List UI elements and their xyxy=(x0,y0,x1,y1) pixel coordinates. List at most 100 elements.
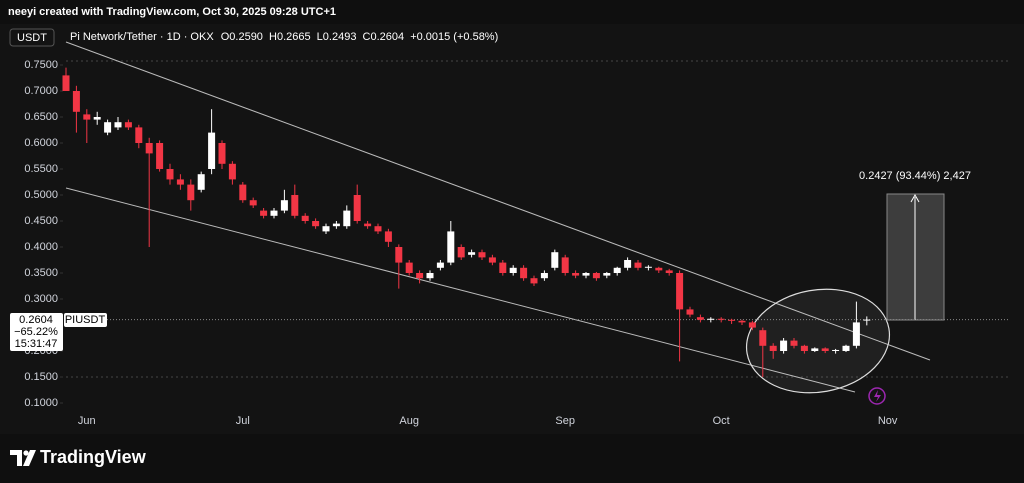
candle-body xyxy=(416,273,424,279)
y-tick-label: 0.3000 xyxy=(24,293,58,305)
channel-upper[interactable] xyxy=(65,41,931,361)
candle-body xyxy=(436,262,444,268)
candle-body xyxy=(842,345,850,351)
candle-body xyxy=(114,122,122,128)
candle-body xyxy=(852,322,860,346)
ticker: PIUSDT xyxy=(65,314,106,326)
ohlc-value: 0.2604 xyxy=(370,31,404,43)
candle-body xyxy=(717,318,725,320)
candle-body xyxy=(551,252,559,268)
candle-body xyxy=(176,179,184,185)
candle-body xyxy=(218,143,226,164)
last-price: 0.2604 xyxy=(19,314,53,326)
ohlc-key: C xyxy=(363,31,371,43)
candle-body xyxy=(832,349,840,351)
candle-body xyxy=(249,200,257,206)
x-tick-label: Oct xyxy=(713,415,730,427)
candle-body xyxy=(603,273,611,276)
y-tick-label: 0.3500 xyxy=(24,267,58,279)
ticker-box xyxy=(64,313,107,327)
price-box xyxy=(10,313,63,351)
candle-body xyxy=(457,247,465,258)
candle-body xyxy=(364,223,372,227)
candle-body xyxy=(780,340,788,351)
candle-body xyxy=(728,319,736,321)
candle-body xyxy=(405,262,413,273)
candle-body xyxy=(530,278,538,284)
candle-body xyxy=(561,257,569,273)
candle-body xyxy=(686,309,694,315)
candle-body xyxy=(208,132,216,169)
measure-arrowhead xyxy=(910,193,920,203)
change: +0.0015 (+0.58%) xyxy=(410,31,498,43)
logo-part xyxy=(23,450,36,466)
candle-body xyxy=(863,319,871,321)
candle-body xyxy=(811,348,819,351)
candle-body xyxy=(592,273,600,279)
candle-body xyxy=(644,266,652,268)
candle-body xyxy=(655,267,663,271)
currency-box[interactable] xyxy=(9,28,55,47)
candle-body xyxy=(738,320,746,323)
currency[interactable]: USDT xyxy=(17,32,47,44)
candle-body xyxy=(499,262,507,273)
candle-body xyxy=(800,345,808,351)
candle-body xyxy=(624,260,632,268)
candle-body xyxy=(676,273,684,310)
candle-body xyxy=(62,75,70,91)
y-tick-label: 0.1000 xyxy=(24,397,58,409)
candle-body xyxy=(156,143,164,169)
candle-body xyxy=(301,215,309,221)
candle-body xyxy=(260,210,268,216)
legend-line: Pi Network/Tether · 1D · OKX O0.2590 H0.… xyxy=(70,31,498,43)
highlight-ellipse[interactable] xyxy=(738,278,898,403)
candle-body xyxy=(93,117,101,120)
candle-body xyxy=(520,267,528,279)
x-tick-label: Jun xyxy=(78,415,96,427)
brand: TradingView xyxy=(40,447,147,467)
credit: neeyi created with TradingView.com, Oct … xyxy=(8,6,336,18)
event-icon[interactable] xyxy=(868,387,886,405)
candle-body xyxy=(135,127,143,143)
candle-body xyxy=(280,200,288,211)
x-tick-label: Nov xyxy=(878,415,898,427)
candle-body xyxy=(187,184,195,201)
candle-body xyxy=(769,345,777,351)
channel-lower[interactable] xyxy=(65,187,856,393)
candle-body xyxy=(228,163,236,180)
measure-label: 0.2427 (93.44%) 2,427 xyxy=(859,170,971,182)
y-tick-label: 0.7500 xyxy=(24,59,58,71)
x-tick-label: Aug xyxy=(399,415,419,427)
ohlc-value: 0.2665 xyxy=(277,31,311,43)
candle-body xyxy=(572,273,580,276)
candle-body xyxy=(124,122,132,128)
logo-part xyxy=(23,450,29,456)
candle-body xyxy=(72,91,80,112)
candle-body xyxy=(759,330,767,346)
y-tick-label: 0.7000 xyxy=(24,85,58,97)
y-tick-label: 0.5000 xyxy=(24,189,58,201)
logo-part xyxy=(10,450,22,466)
candle-body xyxy=(665,270,673,273)
candle-body xyxy=(540,273,548,279)
candle-body xyxy=(322,226,330,232)
candle-body xyxy=(395,247,403,263)
ohlc-key: H xyxy=(269,31,277,43)
candle-body xyxy=(270,210,278,216)
countdown: 15:31:47 xyxy=(15,338,58,350)
y-tick-label: 0.1500 xyxy=(24,371,58,383)
candle-body xyxy=(343,210,351,227)
symbol: Pi Network/Tether · 1D · OKX xyxy=(70,31,214,43)
candle-body xyxy=(447,231,455,263)
price-tag: 0.2604 −65.22% 15:31:47 PIUSDT xyxy=(10,313,107,351)
candle-body xyxy=(353,195,361,221)
y-tick-label: 0.4500 xyxy=(24,215,58,227)
ohlc-key: L xyxy=(317,31,323,43)
candle-body xyxy=(291,195,299,216)
candle-body xyxy=(748,322,756,328)
candle-body xyxy=(790,340,798,346)
candle-body xyxy=(83,114,91,120)
chart-panel xyxy=(0,24,1024,434)
